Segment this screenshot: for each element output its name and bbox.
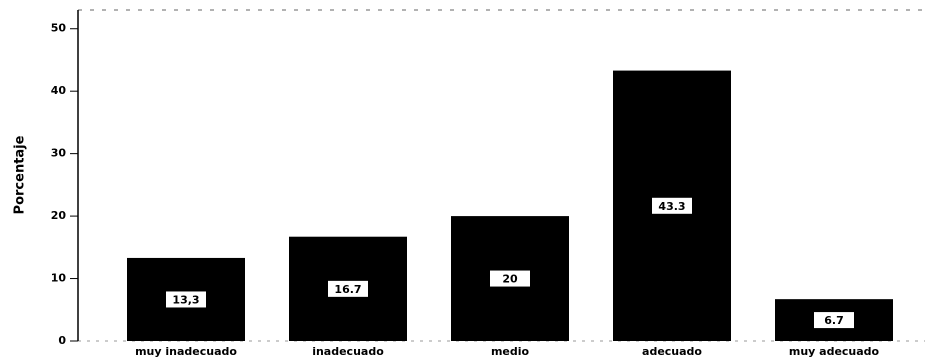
y-tick-label: 30	[51, 147, 67, 160]
y-tick-label: 0	[58, 334, 66, 347]
x-tick-label: medio	[491, 345, 530, 358]
value-label-box	[166, 291, 206, 308]
y-tick-label: 10	[51, 272, 67, 285]
value-label: 20	[502, 273, 518, 286]
x-tick-label: muy adecuado	[789, 345, 880, 358]
value-label-box	[328, 280, 368, 297]
value-label-box	[490, 270, 530, 287]
x-tick-label: inadecuado	[312, 345, 384, 358]
x-tick-label: adecuado	[642, 345, 702, 358]
value-label: 6.7	[824, 314, 844, 327]
value-label-box	[814, 312, 854, 329]
y-axis-label: Porcentaje	[13, 135, 28, 214]
value-label: 16.7	[334, 283, 361, 296]
value-label: 13,3	[172, 293, 199, 306]
y-tick-label: 50	[51, 22, 67, 35]
y-tick-label: 20	[51, 209, 67, 222]
x-tick-label: muy inadecuado	[135, 345, 237, 358]
y-tick-label: 40	[51, 84, 67, 97]
value-label: 43.3	[658, 200, 685, 213]
value-label-box	[652, 197, 692, 214]
